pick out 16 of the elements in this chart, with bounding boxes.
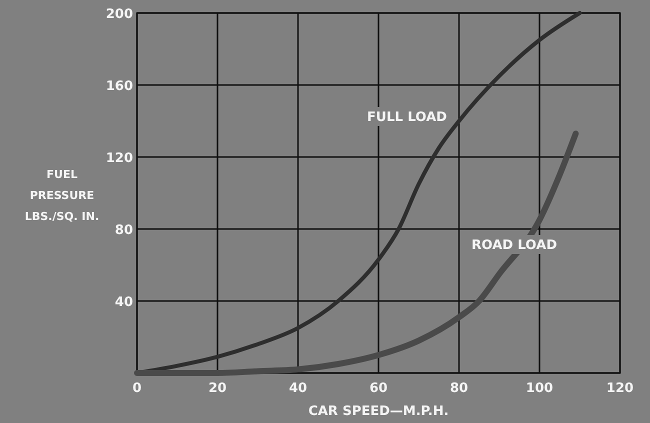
y-tick-label: 80 bbox=[114, 223, 133, 238]
x-tick-label: 20 bbox=[208, 381, 227, 396]
x-tick-label: 100 bbox=[526, 381, 554, 396]
x-tick-label: 80 bbox=[450, 381, 468, 396]
series-label: ROAD LOAD bbox=[472, 238, 558, 253]
x-axis-title: CAR SPEED—M.P.H. bbox=[308, 404, 449, 419]
y-tick-label: 120 bbox=[106, 151, 133, 166]
x-tick-label: 60 bbox=[369, 381, 388, 396]
y-tick-label: 160 bbox=[106, 79, 133, 94]
x-tick-label: 0 bbox=[132, 381, 142, 396]
y-tick-label: 40 bbox=[114, 295, 133, 310]
series-label: FULL LOAD bbox=[367, 110, 448, 125]
y-tick-label: 200 bbox=[106, 7, 133, 22]
x-tick-label: 40 bbox=[288, 381, 308, 396]
x-tick-label: 120 bbox=[606, 381, 634, 396]
y-axis-title: FUEL PRESSURE LBS./SQ. IN. bbox=[24, 168, 100, 223]
